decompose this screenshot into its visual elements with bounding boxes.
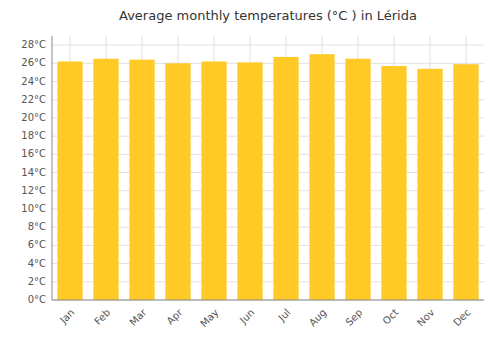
x-tick-label: Apr [164, 306, 185, 327]
y-tick-label: 6°C [28, 239, 46, 250]
chart-container: 0°C 2°C 4°C 6°C 8°C 10°C 12°C 14°C 16°C 18°C 20°C 2… [0, 0, 500, 350]
bar [345, 59, 370, 300]
title: Average monthly temperatures (°C ) in Lé… [119, 8, 417, 23]
x-tick-label: May [198, 307, 220, 329]
bars [57, 54, 478, 300]
y-tick-label: 10°C [21, 203, 46, 214]
y-tick-label: 12°C [21, 185, 46, 196]
y-tick-label: 28°C [21, 39, 46, 50]
y-grid-line [52, 45, 484, 46]
x-tick-label: Feb [92, 307, 112, 327]
bar [273, 57, 298, 300]
y-tick-label: 8°C [28, 221, 46, 232]
x-axis-line [52, 300, 484, 301]
bar [381, 66, 406, 300]
x-tick-label: Oct [380, 307, 400, 327]
x-tick-label: Mar [127, 306, 149, 328]
y-tick-label: 2°C [28, 276, 46, 287]
bar [417, 69, 442, 300]
x-tick-label: Nov [415, 307, 437, 329]
y-tick-label: 24°C [21, 76, 46, 87]
x-tick-label: Aug [307, 307, 329, 329]
y-tick-label: 14°C [21, 167, 46, 178]
y-tick-label: 16°C [21, 148, 46, 159]
x-tick-label: Jul [275, 307, 292, 324]
y-tick-label: 4°C [28, 258, 46, 269]
bar [165, 63, 190, 300]
y-axis: 0°C 2°C 4°C 6°C 8°C 10°C 12°C 14°C 16°C 18°C 20°C 2… [21, 39, 46, 305]
bar [453, 64, 478, 300]
bar [57, 61, 82, 300]
y-tick-label: 22°C [21, 94, 46, 105]
bar [201, 61, 226, 300]
bar [237, 62, 262, 300]
x-tick-label: Jun [237, 307, 257, 327]
grid [52, 36, 484, 300]
x-axis: Jan Feb Mar Apr May Jun Jul Aug Sep Oct Nov Dec [57, 306, 472, 329]
bar [93, 59, 118, 300]
y-grid-line [52, 300, 484, 301]
bar [309, 54, 334, 300]
x-tick-label: Sep [343, 307, 364, 328]
y-tick-label: 26°C [21, 57, 46, 68]
y-tick-label: 20°C [21, 112, 46, 123]
y-axis-line [52, 36, 53, 300]
x-tick-label: Jan [57, 307, 76, 326]
chart-svg: 0°C 2°C 4°C 6°C 8°C 10°C 12°C 14°C 16°C 18°C 20°C 2… [0, 0, 500, 350]
y-tick-label: 0°C [28, 294, 46, 305]
x-tick-label: Dec [451, 307, 472, 328]
bar [129, 60, 154, 300]
y-tick-label: 18°C [21, 130, 46, 141]
